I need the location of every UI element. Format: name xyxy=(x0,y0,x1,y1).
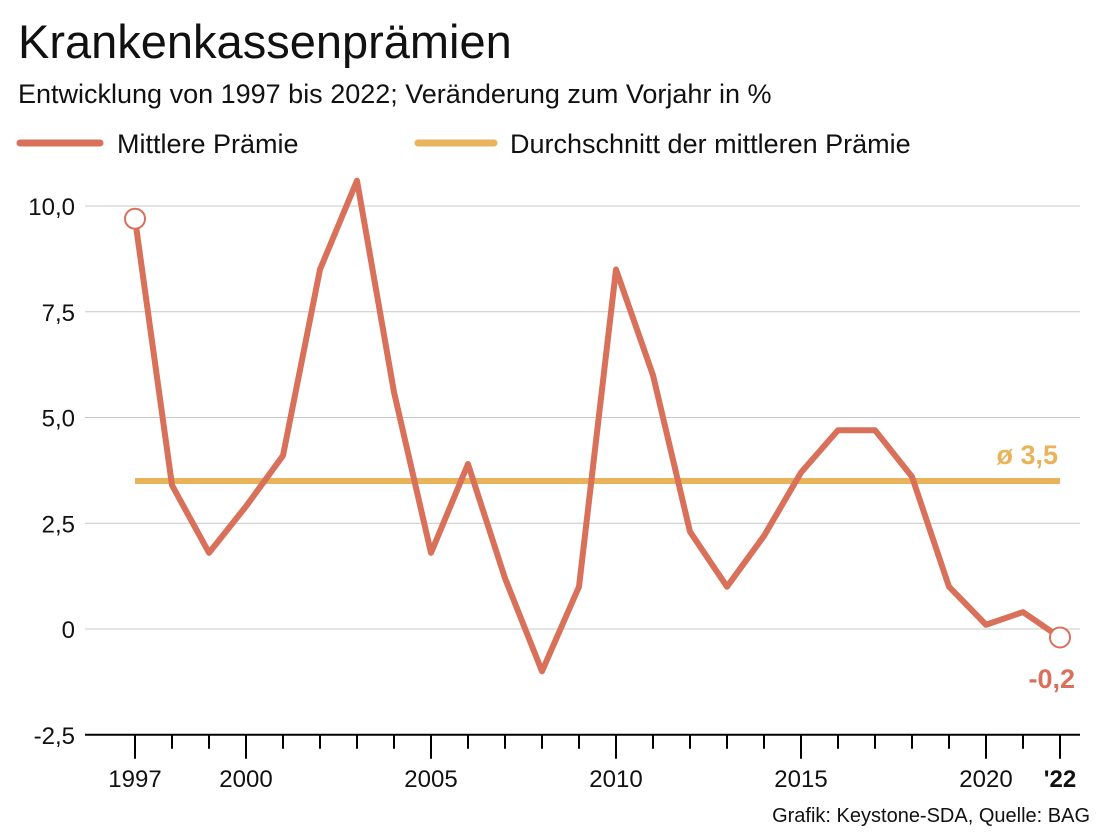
average-annotation: ø 3,5 xyxy=(996,440,1058,470)
legend-label-average: Durchschnitt der mittleren Prämie xyxy=(510,129,911,159)
x-axis: 1997 2000 2005 2010 2015 2020 '22 xyxy=(85,733,1080,793)
legend: Mittlere Prämie Durchschnitt der mittler… xyxy=(16,129,911,159)
chart-subtitle: Entwicklung von 1997 bis 2022; Veränderu… xyxy=(18,79,771,109)
last-value-annotation: -0,2 xyxy=(1028,664,1075,694)
x-tick-label: '22 xyxy=(1044,766,1076,793)
series-line-mittlere-praemie xyxy=(132,177,1062,675)
y-tick-label: -2,5 xyxy=(34,723,75,750)
y-tick-label: 10,0 xyxy=(28,194,75,221)
endpoint-marker xyxy=(124,207,146,230)
y-axis: -2,5 0 2,5 5,0 7,5 10,0 xyxy=(28,194,75,750)
x-tick-label: 2010 xyxy=(589,766,642,793)
x-tick-label: 2000 xyxy=(219,766,272,793)
y-tick-label: 5,0 xyxy=(42,406,75,433)
x-tick-label: 1997 xyxy=(108,766,161,793)
y-tick-label: 0 xyxy=(62,617,75,644)
x-tick-label: 2005 xyxy=(404,766,457,793)
endpoint-marker xyxy=(1049,626,1071,649)
x-tick-label: 2015 xyxy=(774,766,827,793)
source-footer: Grafik: Keystone-SDA, Quelle: BAG xyxy=(772,805,1090,827)
y-tick-label: 2,5 xyxy=(42,511,75,538)
y-tick-label: 7,5 xyxy=(42,300,75,327)
chart-title: Krankenkassenprämien xyxy=(18,15,512,68)
x-tick-label: 2020 xyxy=(959,766,1012,793)
legend-label-series: Mittlere Prämie xyxy=(117,129,299,159)
series-layer xyxy=(124,177,1071,675)
gridlines xyxy=(85,205,1080,630)
